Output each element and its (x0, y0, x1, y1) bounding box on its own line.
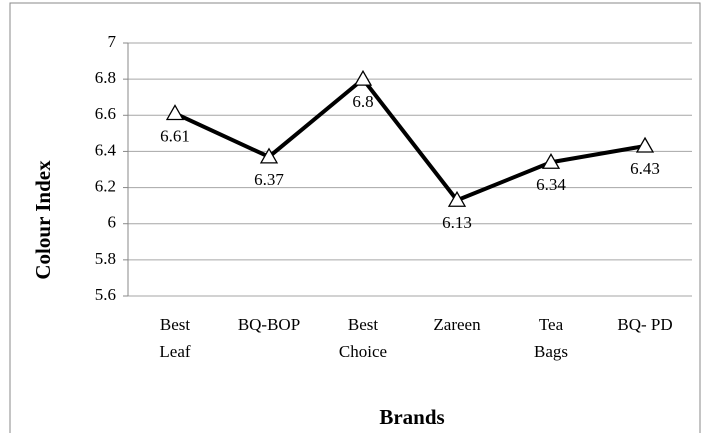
x-tick-label: Best (348, 315, 379, 334)
marker (635, 136, 655, 153)
data-label: 6.13 (442, 213, 472, 232)
y-tick-label: 5.8 (95, 249, 116, 268)
marker (541, 152, 561, 169)
marker (353, 69, 373, 86)
y-axis-label: Colour Index (31, 160, 55, 280)
x-tick-label: Zareen (433, 315, 481, 334)
x-tick-label: Bags (534, 342, 568, 361)
x-tick-label: Best (160, 315, 191, 334)
y-tick-label: 5.6 (95, 285, 116, 304)
chart-border (9, 2, 701, 433)
x-tick-label: BQ-BOP (238, 315, 300, 334)
data-label: 6.37 (254, 170, 284, 189)
x-axis-label: Brands (379, 405, 444, 429)
y-tick-label: 6 (108, 213, 117, 232)
y-tick-label: 6.8 (95, 68, 116, 87)
x-tick-label: Tea (539, 315, 564, 334)
data-label: 6.43 (630, 159, 660, 178)
data-label: 6.34 (536, 175, 566, 194)
line (174, 77, 646, 203)
marker (165, 104, 185, 121)
marker (259, 147, 279, 164)
y-tick-label: 6.4 (95, 140, 117, 159)
y-tick-label: 6.2 (95, 176, 116, 195)
y-tick-label: 7 (108, 32, 117, 51)
x-tick-label: Choice (339, 342, 387, 361)
y-tick-label: 6.6 (95, 104, 116, 123)
x-tick-label: BQ- PD (617, 315, 672, 334)
marker (447, 190, 467, 207)
data-label: 6.61 (160, 126, 190, 145)
x-tick-label: Leaf (159, 342, 190, 361)
data-label: 6.8 (352, 92, 373, 111)
